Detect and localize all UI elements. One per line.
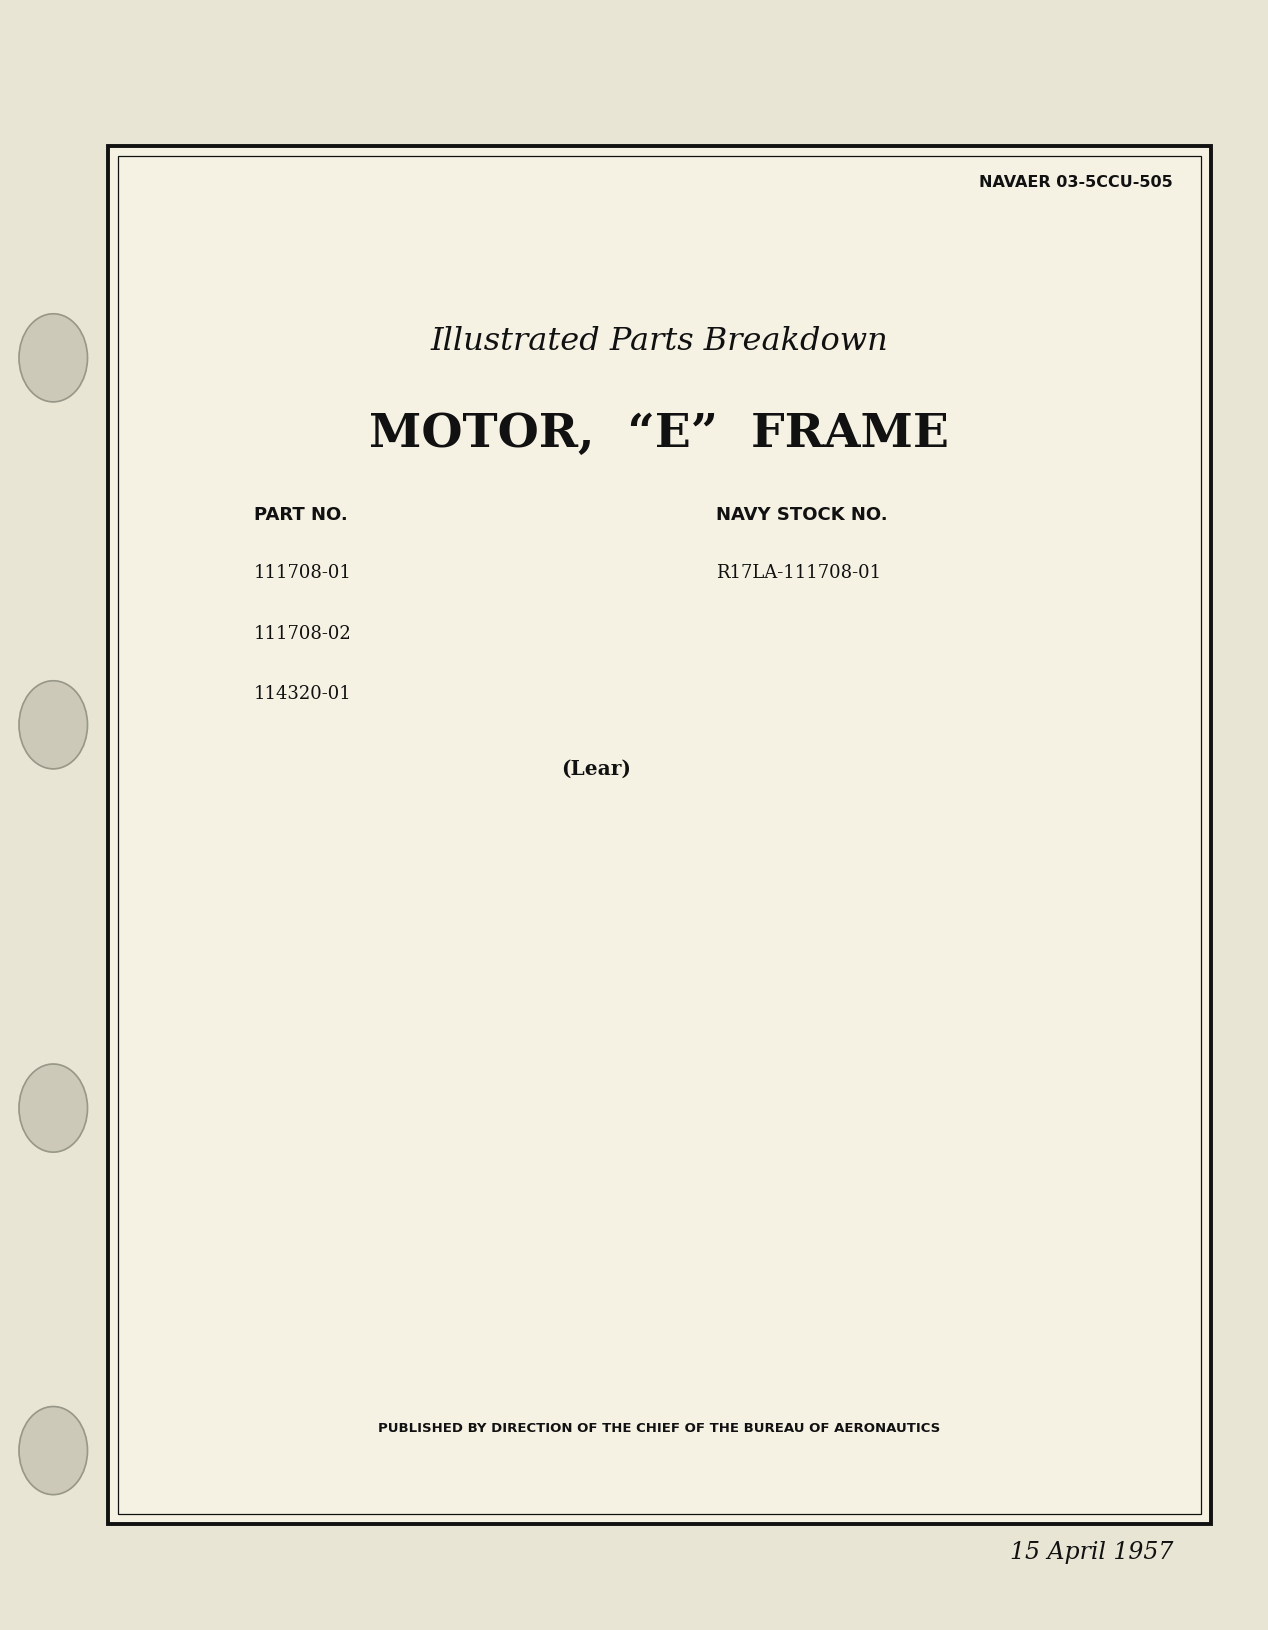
- Text: 111708-02: 111708-02: [254, 624, 351, 642]
- Circle shape: [19, 315, 87, 403]
- Text: (Lear): (Lear): [560, 758, 631, 778]
- Text: 114320-01: 114320-01: [254, 685, 351, 703]
- Circle shape: [19, 681, 87, 769]
- Bar: [108, 147, 1211, 1524]
- Circle shape: [19, 1064, 87, 1152]
- Text: PUBLISHED BY DIRECTION OF THE CHIEF OF THE BUREAU OF AERONAUTICS: PUBLISHED BY DIRECTION OF THE CHIEF OF T…: [378, 1421, 941, 1434]
- Circle shape: [19, 1407, 87, 1495]
- Text: NAVY STOCK NO.: NAVY STOCK NO.: [716, 505, 888, 523]
- Text: R17LA-111708-01: R17LA-111708-01: [716, 564, 881, 582]
- Bar: [118, 156, 1201, 1514]
- Text: Illustrated Parts Breakdown: Illustrated Parts Breakdown: [430, 326, 889, 357]
- Text: 15 April 1957: 15 April 1957: [1009, 1540, 1173, 1563]
- Text: MOTOR,  “E”  FRAME: MOTOR, “E” FRAME: [369, 411, 950, 456]
- Text: PART NO.: PART NO.: [254, 505, 347, 523]
- Text: NAVAER 03-5CCU-505: NAVAER 03-5CCU-505: [979, 174, 1173, 189]
- Text: 111708-01: 111708-01: [254, 564, 351, 582]
